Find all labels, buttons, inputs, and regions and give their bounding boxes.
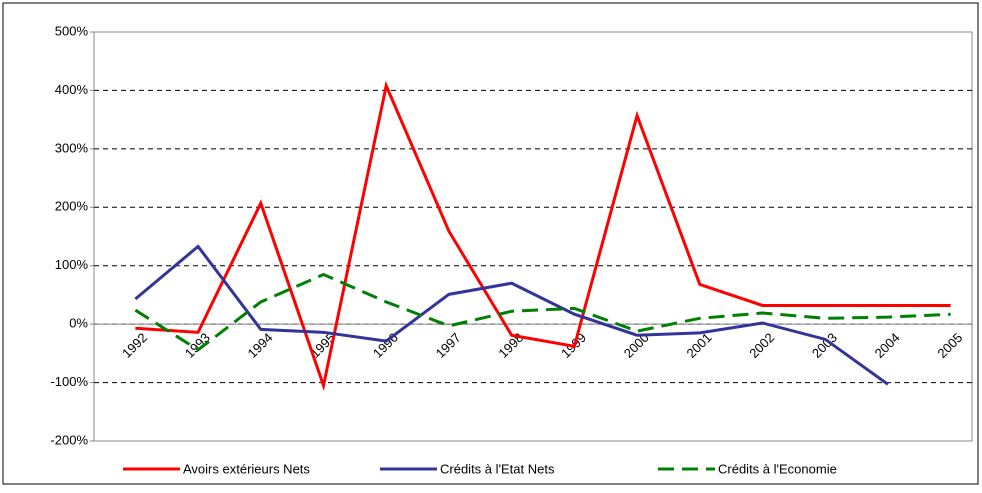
series-line (135, 80, 951, 392)
y-tick-label: 200% (55, 199, 89, 214)
series-line (134, 244, 889, 386)
plot-area (93, 31, 973, 442)
y-tick-label: -200% (50, 432, 88, 447)
y-tick-label: 500% (55, 23, 89, 38)
y-tick-label: 400% (55, 82, 89, 97)
series-line (134, 272, 951, 352)
y-tick-label: 100% (55, 257, 89, 272)
legend-label: Crédits à l'Etat Nets (440, 461, 555, 476)
y-tick-label: 300% (55, 140, 89, 155)
legend-label: Crédits à l'Economie (718, 461, 837, 476)
y-tick-label: -100% (50, 374, 88, 389)
y-tick-label: 0% (69, 316, 88, 331)
legend-label: Avoirs extérieurs Nets (183, 461, 310, 476)
